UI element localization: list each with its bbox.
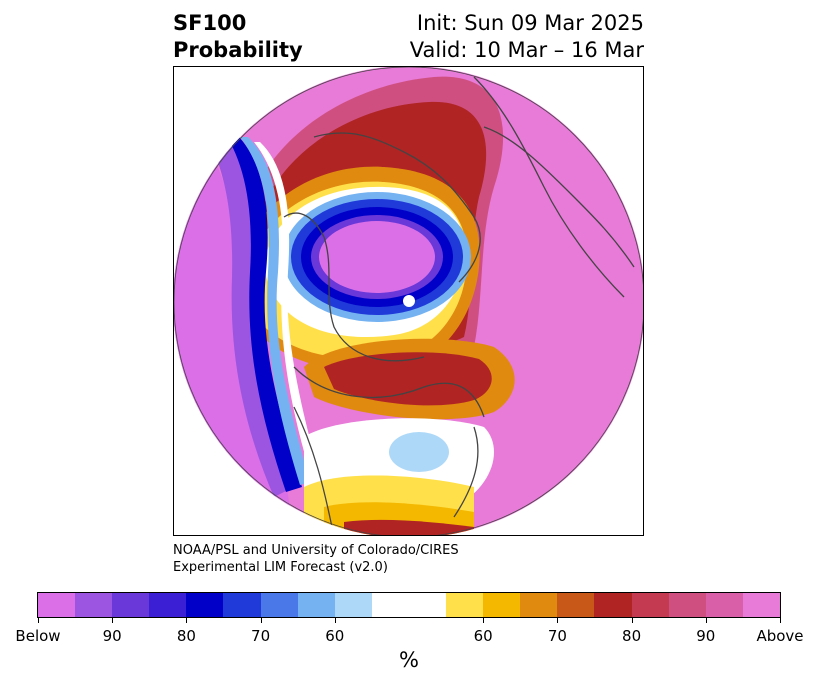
colorbar-tick-label: 70 — [547, 627, 567, 645]
forecast-dates: Init: Sun 09 Mar 2025 Valid: 10 Mar – 16… — [410, 10, 644, 64]
colorbar-segment — [297, 593, 335, 617]
colorbar-segment — [446, 593, 484, 617]
colorbar-segment — [75, 593, 113, 617]
colorbar-segment — [334, 593, 372, 617]
colorbar-tick-label: 90 — [102, 627, 122, 645]
map-canvas — [174, 67, 643, 535]
credit-line-1: NOAA/PSL and University of Colorado/CIRE… — [173, 543, 459, 558]
colorbar — [37, 592, 781, 618]
colorbar-segment — [742, 593, 780, 617]
colorbar-tick-label: 90 — [696, 627, 716, 645]
colorbar-segment — [668, 593, 706, 617]
pacific-band-blue — [224, 132, 302, 492]
colorbar-segment — [594, 593, 632, 617]
north-pole-dot — [403, 295, 415, 307]
coastline-greenland — [313, 132, 481, 283]
colorbar-tick-mark — [334, 618, 336, 623]
init-date: Init: Sun 09 Mar 2025 — [416, 11, 644, 35]
colorbar-tick-mark — [483, 618, 485, 623]
colorbar-segment — [112, 593, 150, 617]
colorbar-segment — [520, 593, 558, 617]
coastline-west-us — [293, 406, 335, 535]
south-us-red — [344, 519, 474, 535]
colorbar-segment — [149, 593, 187, 617]
colorbar-segment — [38, 593, 76, 617]
colorbar-tick-label: 60 — [325, 627, 345, 645]
colorbar-segment — [186, 593, 224, 617]
chart-title: SF100 Probability — [173, 10, 303, 64]
colorbar-unit: % — [399, 648, 419, 672]
colorbar-tick-mark — [112, 618, 114, 623]
colorbar-segment — [631, 593, 669, 617]
pacific-band-violet — [202, 127, 294, 497]
colorbar-tick-label: 80 — [622, 627, 642, 645]
variable-label: SF100 — [173, 11, 247, 35]
colorbar-segment — [260, 593, 298, 617]
colorbar-tick-mark — [557, 618, 559, 623]
coastline-east-us — [453, 426, 479, 518]
colorbar-tick-mark — [780, 618, 781, 623]
pacific-band-light — [240, 137, 310, 485]
colorbar-segment — [223, 593, 261, 617]
credit-text: NOAA/PSL and University of Colorado/CIRE… — [173, 542, 459, 576]
colorbar-tick-mark — [260, 618, 262, 623]
forecast-map — [173, 66, 644, 536]
product-label: Probability — [173, 38, 303, 62]
colorbar-segment — [483, 593, 521, 617]
colorbar-tick-mark — [186, 618, 188, 623]
coastline-europe — [483, 126, 635, 268]
colorbar-tick-mark — [631, 618, 633, 623]
canada-warm-red — [324, 352, 492, 406]
colorbar-segment — [557, 593, 595, 617]
colorbar-tick-label: Below — [15, 627, 61, 645]
great-lakes-below — [389, 432, 449, 472]
coastline-arctic — [283, 212, 425, 362]
colorbar-tick-label: Above — [756, 627, 804, 645]
coastline-hudson — [293, 366, 485, 418]
colorbar-tick-mark — [705, 618, 707, 623]
colorbar-tick-label: 80 — [176, 627, 196, 645]
colorbar-tick-mark — [38, 618, 39, 623]
coastline-eurasia — [473, 76, 625, 298]
valid-range: Valid: 10 Mar – 16 Mar — [409, 38, 644, 62]
colorbar-segment — [371, 593, 447, 617]
colorbar-tick-label: 60 — [473, 627, 493, 645]
polar-low-core — [319, 221, 435, 293]
pacific-band-white — [254, 142, 320, 479]
coastlines — [283, 76, 635, 535]
credit-line-2: Experimental LIM Forecast (v2.0) — [173, 560, 388, 575]
colorbar-tick-label: 70 — [251, 627, 271, 645]
colorbar-segment — [705, 593, 743, 617]
